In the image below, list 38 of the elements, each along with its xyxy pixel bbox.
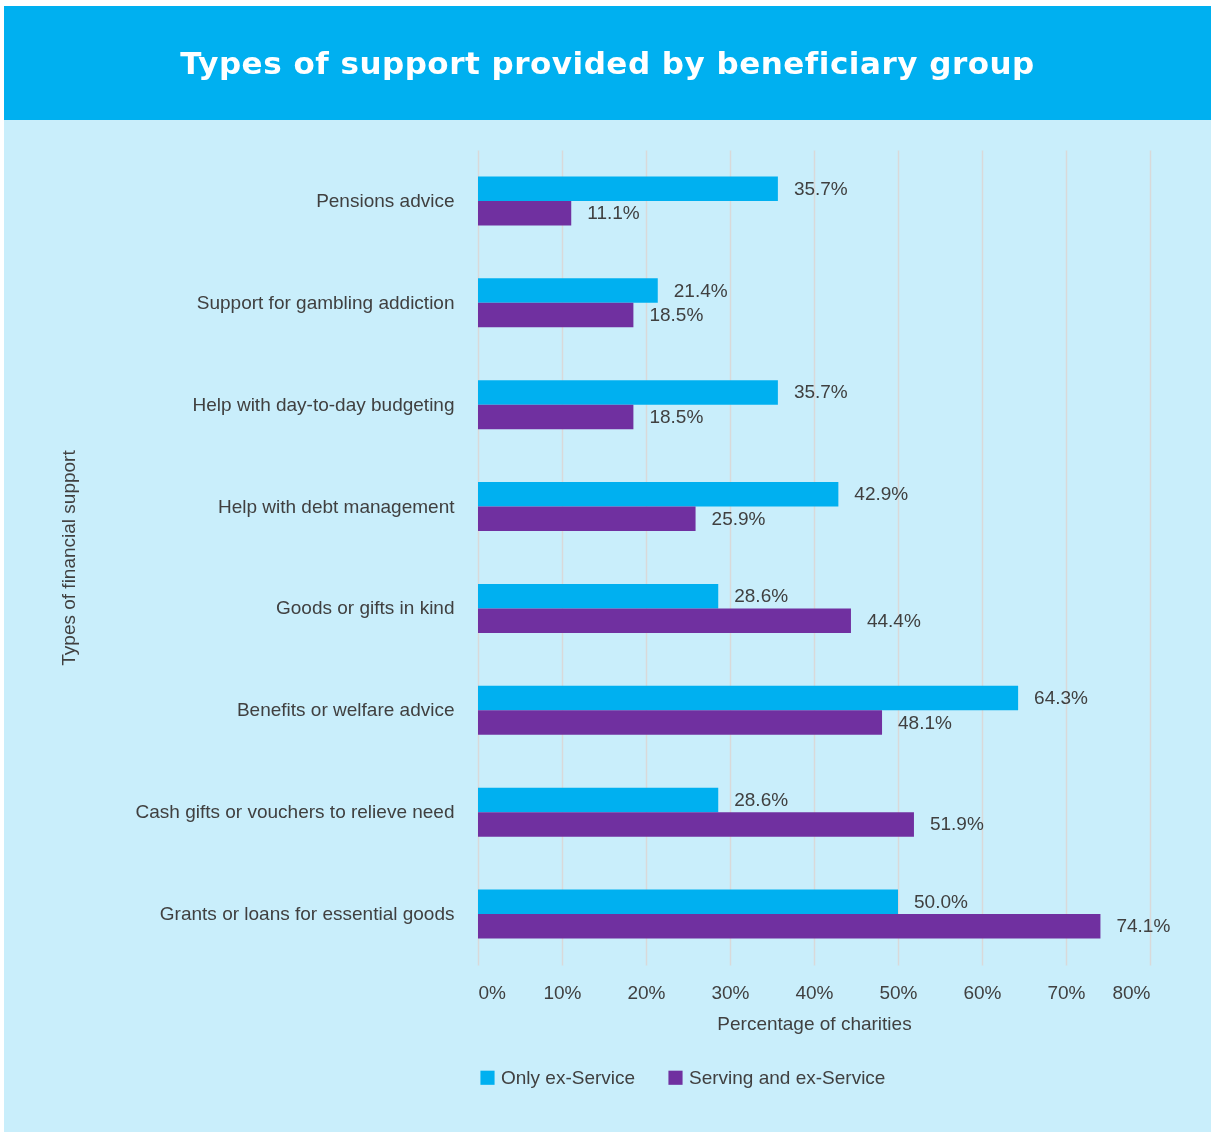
x-tick-label: 40% (795, 981, 834, 1003)
y-tick-label: Benefits or welfare advice (236, 699, 455, 721)
y-tick-label: Help with day-to-day budgeting (192, 393, 455, 415)
x-axis-title: Percentage of charities (717, 1012, 912, 1034)
data-label: 18.5% (649, 405, 704, 427)
data-label: 28.6% (734, 585, 789, 607)
y-tick-label: Help with debt management (217, 495, 456, 517)
y-axis-title: Types of financial support (57, 449, 79, 666)
data-label: 35.7% (793, 177, 848, 199)
y-tick-label: Pensions advice (316, 189, 455, 211)
data-label: 25.9% (711, 507, 766, 529)
y-tick-label: Cash gifts or vouchers to relieve need (135, 801, 455, 823)
data-label: 35.7% (793, 381, 848, 403)
data-label: 64.3% (1034, 687, 1089, 709)
chart-title: Types of support provided by beneficiary group (4, 6, 1211, 120)
data-label: 11.1% (587, 202, 640, 224)
x-tick-label: 50% (879, 981, 918, 1003)
y-tick-label: Support for gambling addiction (196, 291, 455, 313)
data-label: 18.5% (649, 304, 704, 326)
y-tick-label: Grants or loans for essential goods (159, 903, 455, 925)
x-tick-label: 70% (1047, 981, 1086, 1003)
x-tick-label: 20% (627, 981, 666, 1003)
x-tick-label: 30% (711, 981, 750, 1003)
data-label: 21.4% (673, 279, 728, 301)
x-tick-label: 80% (1112, 981, 1151, 1003)
legend-label: Only ex-Service (501, 1066, 636, 1088)
x-tick-label: 10% (543, 981, 582, 1003)
x-tick-label: 0% (478, 981, 507, 1003)
data-label: 44.4% (866, 609, 921, 631)
data-label: 48.1% (898, 711, 953, 733)
data-label: 50.0% (914, 890, 968, 912)
y-tick-label: Goods or gifts in kind (276, 597, 455, 619)
data-label: 42.9% (854, 483, 909, 505)
data-label: 51.9% (929, 813, 984, 835)
data-label: 74.1% (1116, 915, 1171, 937)
legend-label: Serving and ex-Service (689, 1066, 886, 1088)
x-tick-label: 60% (963, 981, 1002, 1003)
data-label: 28.6% (734, 788, 789, 810)
